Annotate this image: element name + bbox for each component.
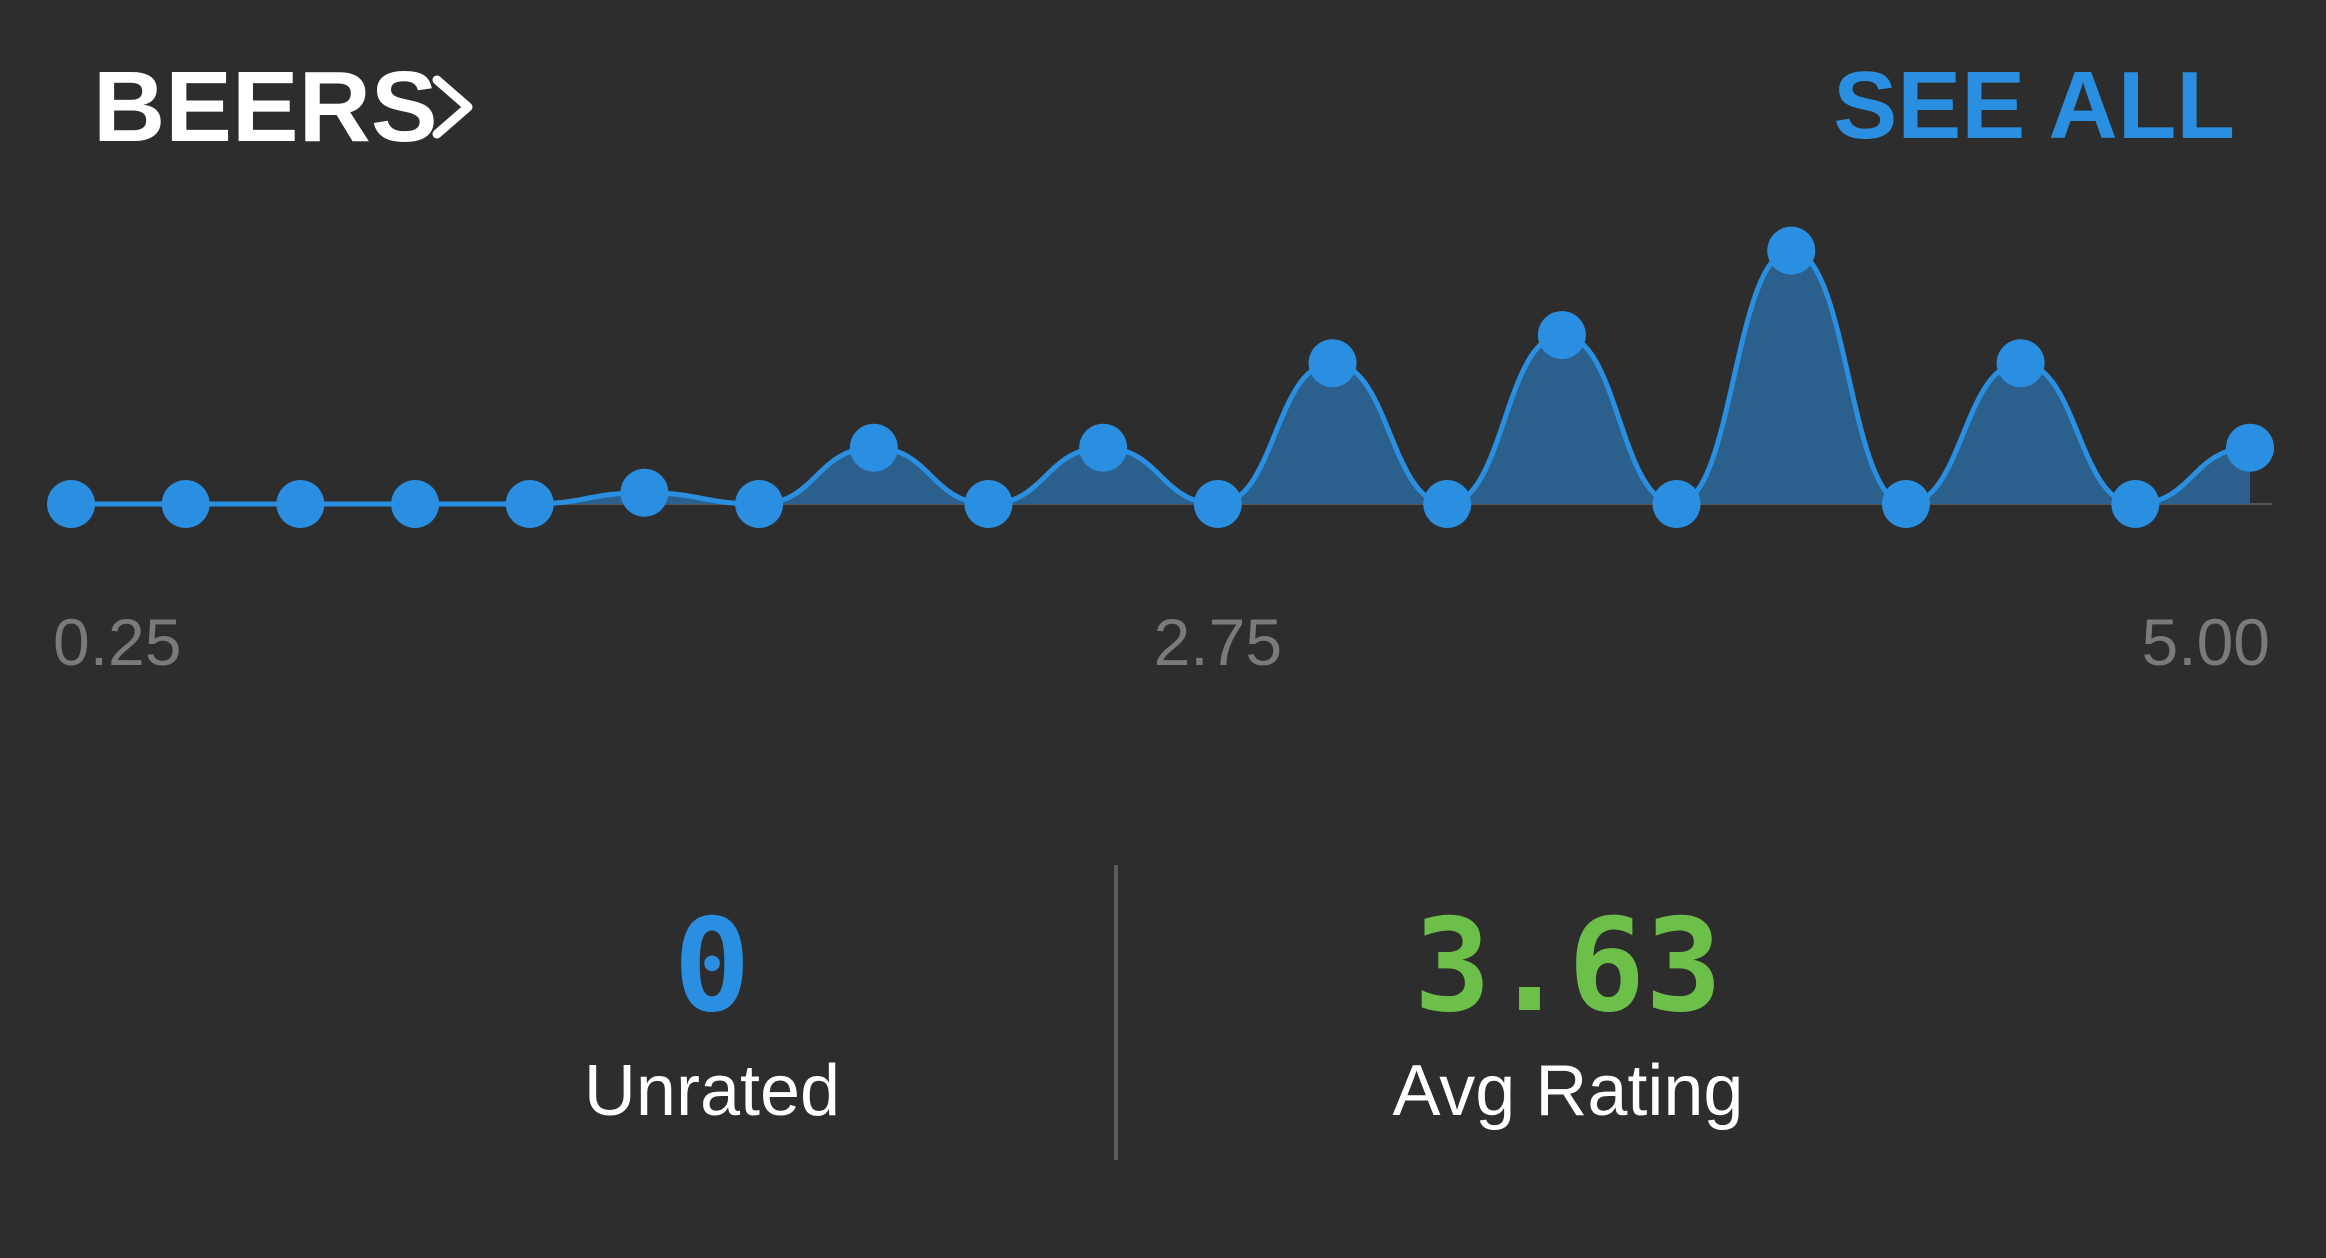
data-point [2111,480,2160,528]
area-fill [71,250,2250,504]
data-point [1193,480,1242,528]
data-point [47,480,95,528]
data-point [391,480,440,528]
stat-value: 0 [673,892,750,1041]
stat-label: Unrated [584,1051,840,1131]
data-point [1537,311,1586,360]
data-point [2226,423,2274,472]
data-point [276,480,325,528]
x-tick-label: 2.75 [1154,605,1282,679]
stat-label: Avg Rating [1393,1051,1744,1131]
data-point [161,480,210,528]
data-point [849,423,898,472]
data-point [1079,423,1128,472]
data-point [1996,339,2045,388]
data-point [1767,226,1816,275]
data-point [1308,339,1357,388]
see-all-link[interactable]: SEE ALL [1833,52,2235,159]
chevron-icon[interactable] [432,75,473,139]
data-point [1423,480,1472,528]
section-title[interactable]: BEERS [93,51,438,163]
data-point [620,468,669,517]
data-point [1652,480,1701,528]
data-point [505,480,554,528]
data-point [1881,480,1930,528]
stat-value: 3.63 [1414,892,1722,1041]
x-tick-label: 0.25 [53,605,181,679]
data-point [964,480,1013,528]
data-point [735,480,784,528]
x-tick-label: 5.00 [2142,605,2270,679]
